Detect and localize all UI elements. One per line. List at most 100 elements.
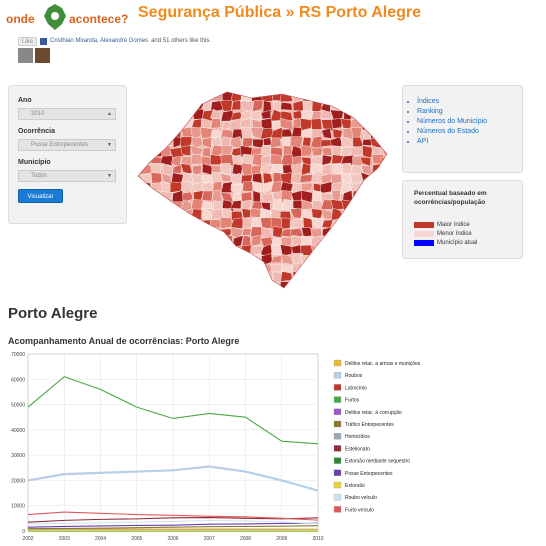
map-legend-item: Município atual	[414, 239, 477, 246]
map-municipality	[140, 126, 153, 140]
map-municipality	[240, 253, 252, 264]
legend-label: Tráfico Entorpecentes	[345, 422, 394, 428]
visualizar-button[interactable]: Visualizar	[18, 189, 63, 203]
map-municipality	[150, 145, 163, 158]
map-municipality	[149, 218, 163, 228]
map-municipality	[250, 85, 261, 91]
map-municipality	[380, 281, 387, 288]
map-municipality	[230, 253, 245, 265]
map-municipality	[138, 190, 144, 200]
logo-map-pin-icon	[44, 4, 66, 30]
map-municipality	[171, 228, 184, 240]
legend-swatch	[333, 384, 342, 391]
map-municipality	[160, 226, 174, 238]
map-municipality	[392, 190, 394, 201]
x-tick-label: 2005	[131, 536, 142, 542]
map-municipality	[211, 262, 223, 276]
legend-label: Delitos relac. à corrupção	[345, 410, 402, 416]
map-municipality	[379, 138, 387, 149]
map-municipality	[161, 280, 174, 288]
map-municipality	[343, 281, 351, 288]
ocorrencia-select[interactable]: Posse Entorpecentes ▼	[18, 139, 116, 151]
logo-text-acontece: acontece?	[69, 12, 129, 26]
chart-grid	[27, 353, 319, 532]
map-municipality	[261, 164, 274, 175]
avatar[interactable]	[18, 48, 33, 63]
map-municipality	[209, 255, 223, 267]
legend-swatch	[333, 481, 342, 489]
map-municipality	[341, 244, 353, 254]
map-municipality	[183, 245, 194, 255]
map-municipality	[171, 118, 183, 131]
map-municipality	[160, 210, 173, 221]
map-municipality	[270, 92, 281, 94]
map-municipality	[391, 200, 394, 209]
legend-label: Furto veículo	[345, 507, 374, 513]
map-municipality	[181, 191, 194, 203]
map-municipality	[180, 155, 194, 167]
filter-panel: Ano 2010 ▲ Ocorrência Posse Entorpecente…	[8, 85, 127, 224]
map-municipality	[340, 136, 353, 148]
map-municipality	[200, 253, 214, 266]
ano-select[interactable]: 2010 ▲	[18, 108, 116, 120]
map-municipality	[380, 236, 387, 247]
map-municipality	[179, 253, 195, 264]
map-municipality	[241, 153, 255, 166]
map-municipality	[161, 102, 173, 111]
map-municipality	[182, 92, 192, 95]
map-municipality	[191, 280, 202, 288]
map-municipality	[180, 144, 192, 156]
x-tick-label: 2009	[276, 536, 287, 542]
map-municipality	[261, 193, 274, 203]
map-municipality	[372, 282, 382, 288]
map-municipality	[170, 255, 184, 265]
section-title: Porto Alegre	[8, 305, 98, 322]
map-legend-panel: Percentual baseado em ocorrências/popula…	[402, 180, 523, 259]
map-municipality	[203, 100, 212, 113]
map-municipality	[180, 217, 194, 229]
map-municipality	[231, 289, 244, 292]
map-municipality	[160, 253, 172, 264]
map-municipality	[339, 92, 353, 102]
map-municipality	[311, 262, 324, 275]
map-municipality	[380, 264, 387, 275]
map-municipality	[181, 290, 191, 292]
map-municipality	[370, 190, 383, 203]
map-municipality	[219, 163, 231, 176]
municipio-select[interactable]: Todos ▼	[18, 170, 116, 182]
rs-choropleth-map[interactable]	[132, 84, 394, 292]
legend-swatch	[333, 445, 342, 452]
x-tick-label: 2010	[312, 536, 323, 542]
map-municipality	[181, 226, 194, 238]
map-municipality	[211, 235, 222, 247]
map-municipality	[301, 190, 313, 204]
link-indices[interactable]: Índices	[417, 97, 487, 107]
site-logo[interactable]: onde acontece?	[4, 2, 128, 32]
legend-swatch	[333, 433, 342, 440]
avatar[interactable]	[35, 48, 50, 63]
legend-swatch-min	[414, 230, 434, 237]
map-municipality	[190, 92, 203, 103]
chevron-down-icon: ▼	[107, 173, 112, 179]
link-api[interactable]: API	[417, 137, 487, 147]
legend-swatch	[333, 506, 342, 513]
map-municipality	[171, 289, 184, 292]
x-tick-label: 2006	[167, 536, 178, 542]
link-ranking[interactable]: Ranking	[417, 107, 487, 117]
map-municipality	[162, 290, 172, 292]
map-municipality	[221, 253, 235, 266]
link-numeros-estado[interactable]: Números do Estado	[417, 127, 487, 137]
map-municipality	[321, 271, 333, 283]
like-names-link[interactable]: Cristhian Miranda, Alexandre Gomes	[50, 38, 149, 44]
link-numeros-municipio[interactable]: Números do Município	[417, 117, 487, 127]
map-municipality	[391, 156, 394, 166]
map-municipality	[280, 264, 293, 274]
map-municipality	[301, 227, 313, 239]
like-button[interactable]: Like	[18, 36, 38, 46]
municipio-label: Município	[18, 159, 51, 166]
map-municipality	[392, 217, 394, 229]
map-municipality	[138, 92, 142, 95]
map-municipality	[171, 271, 184, 285]
y-tick-label: 50000	[11, 403, 25, 409]
map-municipality	[333, 291, 342, 292]
